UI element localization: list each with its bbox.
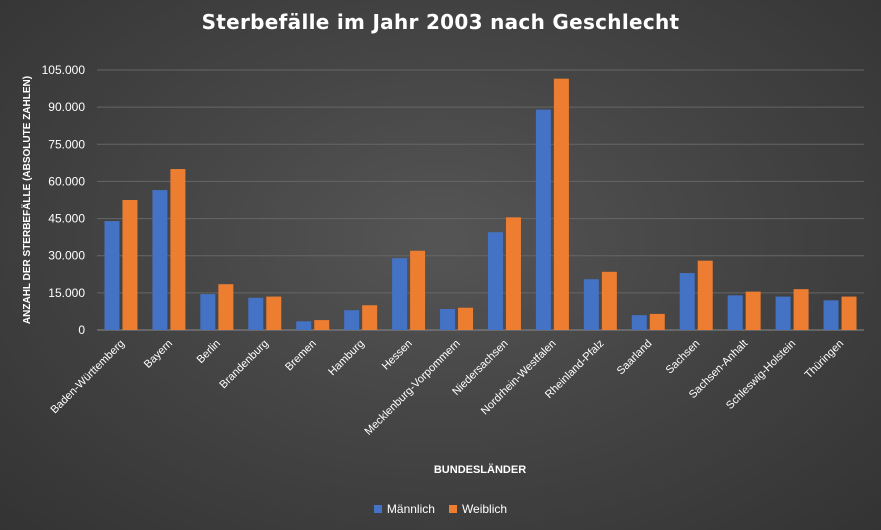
bar-maennlich-niedersachsen [487,232,503,330]
bar-maennlich-baden-wuerttemberg [104,221,120,330]
bar-weiblich-schleswig-holstein [793,289,809,330]
x-tick-label-bremen: Bremen [283,338,319,374]
x-tick-label-baden-wuerttemberg: Baden-Württemberg [49,338,128,417]
bar-maennlich-schleswig-holstein [775,296,791,330]
bar-weiblich-nordrhein-westfalen [553,78,569,331]
legend-label-maennlich: Männlich [386,502,435,516]
x-tick-label-sachsen: Sachsen [664,338,703,377]
bar-maennlich-bremen [296,321,312,330]
bar-weiblich-thueringen [841,296,857,330]
bar-weiblich-saarland [649,313,665,330]
legend-label-weiblich: Weiblich [461,502,508,516]
bar-weiblich-hamburg [362,305,378,330]
bar-maennlich-saarland [631,315,647,330]
bar-weiblich-sachsen-anhalt [745,291,761,330]
y-axis-title: ANZAHL DER STERBEFÄLLE (ABSOLUTE ZAHLEN) [20,76,33,324]
y-tick-label: 45.000 [48,212,85,226]
x-tick-label-bayern: Bayern [142,338,175,371]
chart-title: Sterbefälle im Jahr 2003 nach Geschlecht [201,10,680,34]
bar-maennlich-hessen [392,258,408,330]
bar-maennlich-sachsen [679,273,695,330]
x-tick-label-hessen: Hessen [380,338,415,373]
y-tick-label: 90.000 [48,100,85,114]
bar-maennlich-nordrhein-westfalen [535,109,551,330]
x-tick-label-thueringen: Thüringen [803,338,847,382]
x-tick-label-berlin: Berlin [195,338,223,366]
legend-item-maennlich: Männlich [373,502,435,516]
bar-weiblich-bayern [170,169,186,330]
y-tick-label: 30.000 [48,249,85,263]
y-tick-label: 75.000 [48,137,85,151]
bar-maennlich-mecklenburg-vorpommern [440,308,456,330]
bar-maennlich-bayern [152,190,168,330]
bar-weiblich-berlin [218,284,234,330]
bar-maennlich-hamburg [344,310,360,330]
bar-weiblich-hessen [410,250,426,330]
x-tick-label-hamburg: Hamburg [326,338,366,378]
bar-maennlich-thueringen [823,300,839,330]
bar-maennlich-sachsen-anhalt [727,295,743,330]
y-tick-label: 0 [78,323,85,337]
bar-weiblich-bremen [314,320,330,330]
y-tick-label: 15.000 [48,286,85,300]
bar-weiblich-mecklenburg-vorpommern [458,307,474,330]
y-tick-label: 105.000 [42,63,86,77]
x-tick-label-mecklenburg-vorpommern: Mecklenburg-Vorpommern [363,338,463,438]
bar-maennlich-brandenburg [248,297,264,330]
legend-swatch-weiblich [448,505,457,513]
bar-weiblich-baden-wuerttemberg [122,200,138,330]
y-tick-label: 60.000 [48,174,85,188]
bar-maennlich-rheinland-pfalz [583,279,599,330]
bar-weiblich-niedersachsen [505,217,521,330]
legend: Männlich Weiblich [0,502,881,516]
x-axis-title: BUNDESLÄNDER [434,463,526,476]
bar-maennlich-berlin [200,294,216,330]
bar-weiblich-brandenburg [266,296,282,330]
legend-item-weiblich: Weiblich [448,502,508,516]
x-tick-label-saarland: Saarland [615,338,655,378]
bar-weiblich-rheinland-pfalz [601,271,617,330]
legend-swatch-maennlich [373,505,382,513]
bar-weiblich-sachsen [697,260,713,330]
x-tick-label-brandenburg: Brandenburg [217,338,270,391]
